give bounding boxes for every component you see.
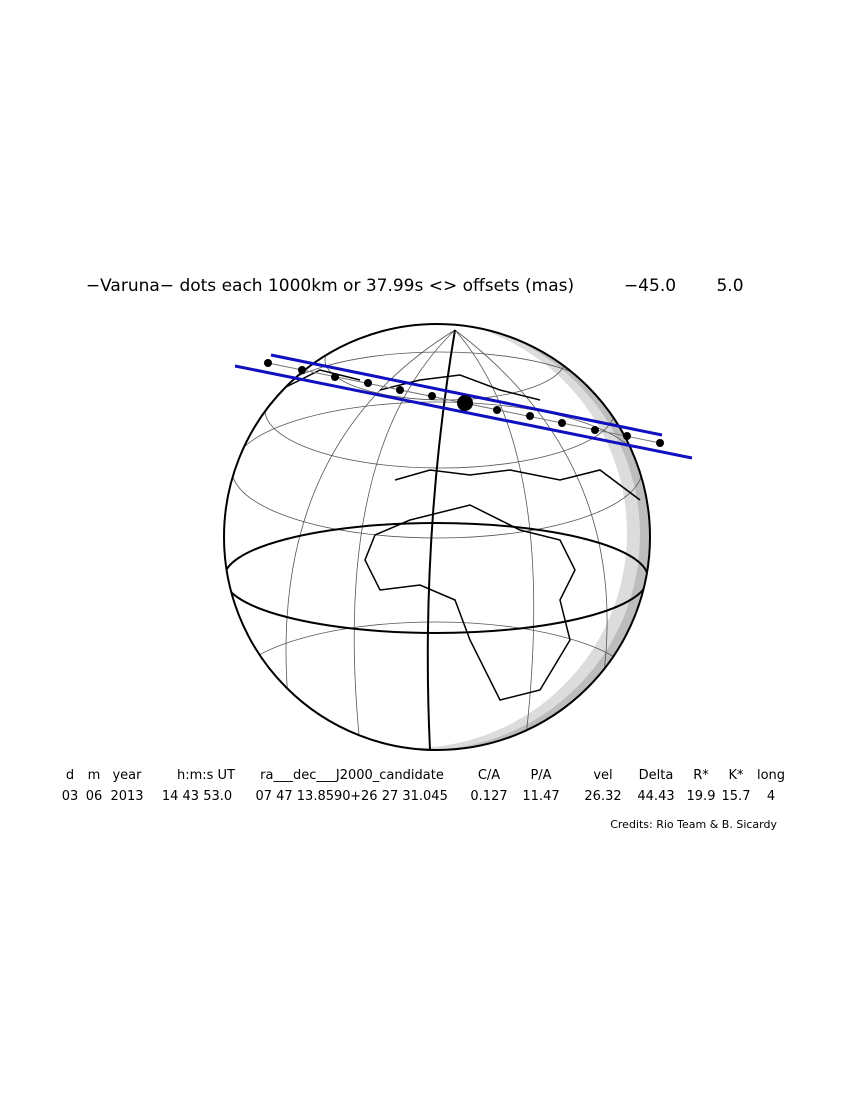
column-header: long <box>757 768 785 783</box>
column-header: h:m:s UT <box>177 768 235 783</box>
column-value: 06 <box>86 789 103 804</box>
column-header: m <box>88 768 101 783</box>
globe-outline <box>223 323 651 751</box>
column-header: d <box>66 768 74 783</box>
column-header: P/A <box>530 768 551 783</box>
column-header: K* <box>728 768 744 783</box>
column-value: 26.32 <box>584 789 621 804</box>
column-header: ra___dec___J2000_candidate <box>260 768 444 783</box>
column-value: 0.127 <box>470 789 507 804</box>
column-value: 44.43 <box>637 789 674 804</box>
title: −Varuna− dots each 1000km or 37.99s <> o… <box>86 276 574 296</box>
column-header: C/A <box>478 768 500 783</box>
column-header: Delta <box>639 768 674 783</box>
column-value: 11.47 <box>522 789 559 804</box>
coastlines <box>249 369 641 701</box>
central-meridian <box>426 329 456 750</box>
path-dots <box>264 359 664 447</box>
column-value: 03 <box>62 789 79 804</box>
column-value: 4 <box>767 789 775 804</box>
offset-x: −45.0 <box>624 276 676 296</box>
column-value: 19.9 <box>687 789 716 804</box>
column-value: 2013 <box>110 789 143 804</box>
column-value: +26 27 31.045 <box>350 789 448 804</box>
shadow-edge <box>234 364 693 460</box>
day-side <box>224 324 627 748</box>
offset-y: 5.0 <box>716 276 743 296</box>
column-header: vel <box>593 768 612 783</box>
globe <box>224 324 650 750</box>
column-value: 07 47 13.8590 <box>255 789 350 804</box>
column-header: R* <box>693 768 709 783</box>
shadow-edge <box>270 353 663 437</box>
credits: Credits: Rio Team & B. Sicardy <box>610 818 777 831</box>
column-value: 14 43 53.0 <box>162 789 232 804</box>
column-header: year <box>112 768 142 783</box>
column-value: 15.7 <box>722 789 751 804</box>
